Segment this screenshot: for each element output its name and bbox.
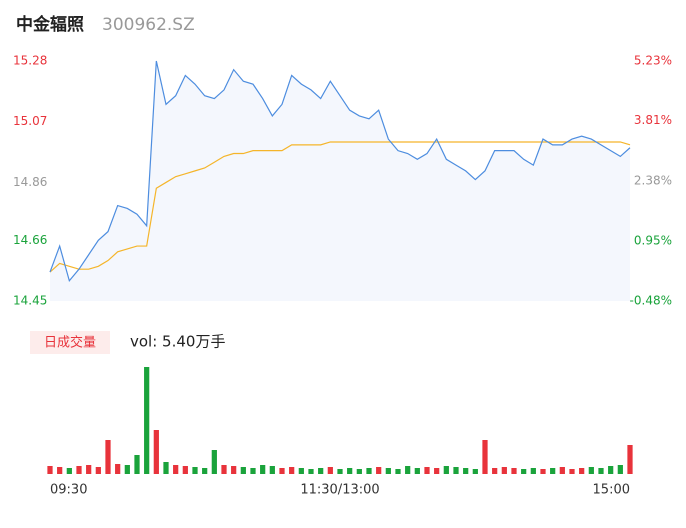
volume-bar bbox=[279, 468, 285, 474]
volume-bar bbox=[530, 468, 536, 474]
price-area bbox=[50, 61, 630, 301]
volume-bar bbox=[569, 469, 575, 474]
volume-bar bbox=[356, 469, 362, 474]
volume-bar bbox=[76, 466, 82, 474]
average-line bbox=[49, 141, 631, 273]
volume-bar bbox=[182, 466, 188, 474]
x-tick-label: 15:00 bbox=[593, 483, 630, 498]
price-line bbox=[49, 60, 631, 283]
x-tick-label: 09:30 bbox=[50, 483, 87, 498]
volume-bar bbox=[540, 469, 546, 474]
volume-bar bbox=[173, 465, 179, 474]
volume-bar bbox=[57, 467, 63, 474]
volume-bar bbox=[202, 468, 208, 474]
y2-tick-label: -0.48% bbox=[630, 294, 672, 308]
volume-bar bbox=[66, 468, 72, 474]
volume-bar bbox=[86, 465, 92, 474]
volume-label-bg bbox=[30, 331, 110, 354]
volume-bar bbox=[588, 467, 594, 474]
volume-bar bbox=[192, 467, 198, 474]
volume-summary: vol: 5.40万手 bbox=[130, 333, 225, 351]
y-tick-label: 14.86 bbox=[13, 175, 47, 189]
volume-bar bbox=[424, 467, 430, 474]
volume-bar bbox=[385, 468, 391, 474]
y-tick-label: 14.66 bbox=[13, 233, 47, 247]
volume-bar bbox=[501, 467, 507, 474]
volume-bar bbox=[250, 468, 256, 474]
y2-tick-label: 5.23% bbox=[634, 54, 672, 68]
volume-bar bbox=[366, 468, 372, 474]
volume-bar bbox=[221, 465, 227, 474]
volume-bar bbox=[482, 440, 488, 474]
volume-bar bbox=[95, 467, 101, 474]
volume-bar bbox=[240, 467, 246, 474]
volume-bar bbox=[269, 466, 275, 474]
volume-bar bbox=[124, 465, 130, 474]
volume-bar bbox=[153, 430, 159, 474]
volume-bar bbox=[395, 469, 401, 474]
volume-bar bbox=[347, 468, 353, 474]
y-tick-label: 15.28 bbox=[13, 54, 47, 68]
volume-label: 日成交量 bbox=[44, 335, 96, 351]
volume-bar bbox=[105, 440, 111, 474]
volume-bar bbox=[579, 468, 585, 474]
volume-bar bbox=[134, 455, 140, 474]
volume-bar bbox=[211, 450, 217, 474]
volume-bar bbox=[521, 469, 527, 474]
y2-tick-label: 3.81% bbox=[634, 113, 672, 127]
volume-bar bbox=[511, 468, 517, 474]
y-tick-label: 15.07 bbox=[13, 114, 47, 128]
volume-bar bbox=[405, 466, 411, 474]
y-tick-label: 14.45 bbox=[13, 294, 47, 308]
x-tick-label: 11:30/13:00 bbox=[300, 483, 379, 498]
volume-bar bbox=[598, 468, 604, 474]
volume-bar bbox=[47, 466, 53, 474]
volume-bar bbox=[376, 467, 382, 474]
volume-bar bbox=[414, 468, 420, 474]
volume-bar bbox=[463, 468, 469, 474]
volume-bar bbox=[308, 469, 314, 474]
volume-bar bbox=[608, 466, 614, 474]
volume-bar bbox=[144, 367, 150, 474]
volume-bar bbox=[327, 467, 333, 474]
volume-bar bbox=[298, 468, 304, 474]
stock-name: 中金辐照 bbox=[16, 14, 84, 35]
stock-code: 300962.SZ bbox=[102, 15, 195, 35]
volume-bar bbox=[472, 469, 478, 474]
y2-tick-label: 2.38% bbox=[634, 173, 672, 187]
volume-bar bbox=[559, 467, 565, 474]
volume-bar bbox=[443, 466, 449, 474]
volume-bar bbox=[453, 467, 459, 474]
volume-bar bbox=[337, 469, 343, 474]
volume-bar bbox=[163, 462, 169, 474]
volume-bar bbox=[492, 468, 498, 474]
volume-bar bbox=[617, 465, 623, 474]
volume-bar bbox=[289, 467, 295, 474]
y2-tick-label: 0.95% bbox=[634, 233, 672, 247]
volume-bar bbox=[627, 445, 633, 474]
volume-bar bbox=[550, 468, 556, 474]
volume-bar bbox=[115, 464, 121, 474]
volume-bar bbox=[231, 466, 237, 474]
volume-bar bbox=[434, 468, 440, 474]
volume-bar bbox=[260, 465, 266, 474]
volume-bar bbox=[318, 468, 324, 474]
